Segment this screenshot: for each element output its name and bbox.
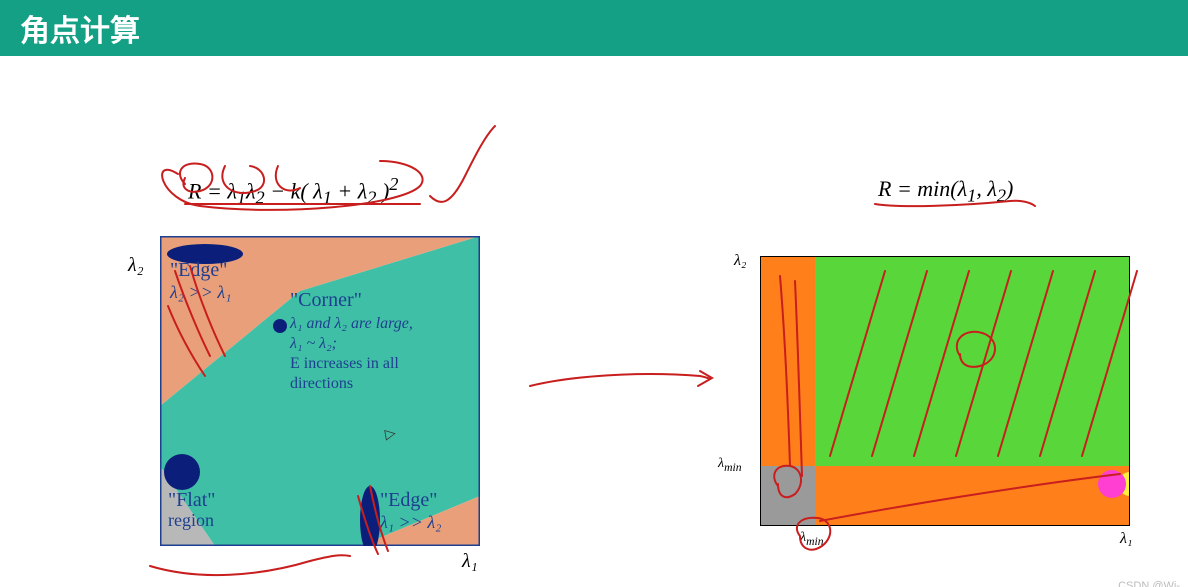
watermark: CSDN @Wi- — [1118, 580, 1180, 587]
left-axis-x: λ₁ — [462, 550, 478, 573]
svg-text:λ₂ >> λ₁: λ₂ >> λ₁ — [169, 282, 231, 302]
left-plot: "Edge"λ₂ >> λ₁"Corner"λ₁ and λ₂ are larg… — [160, 236, 480, 546]
right-formula: R = min(λ1, λ2) — [878, 176, 1013, 206]
right-axis-y: λ₂ — [734, 252, 747, 270]
slide-title: 角点计算 — [20, 15, 140, 48]
slide-header: 角点计算 — [0, 0, 1188, 56]
svg-text:"Edge": "Edge" — [170, 259, 227, 281]
right-axis-x: λ₁ — [1120, 530, 1133, 548]
svg-text:directions: directions — [290, 375, 353, 392]
right-axis-min-y: λmin — [718, 456, 742, 474]
svg-text:"Flat": "Flat" — [168, 489, 215, 511]
svg-text:λ₁ ~ λ₂;: λ₁ ~ λ₂; — [289, 335, 337, 352]
left-formula: R = λ1λ2 − k( λ1 + λ2 )2 — [188, 174, 398, 209]
svg-text:λ₁ >> λ₂: λ₁ >> λ₂ — [379, 512, 441, 532]
svg-text:"Corner": "Corner" — [290, 289, 362, 311]
right-plot — [760, 256, 1130, 526]
svg-text:"Edge": "Edge" — [380, 489, 437, 511]
left-axis-y: λ₂ — [128, 254, 144, 277]
svg-text:λ₁ and λ₂ are large,: λ₁ and λ₂ are large, — [289, 315, 413, 332]
svg-text:region: region — [168, 510, 214, 530]
svg-text:E increases in all: E increases in all — [290, 355, 399, 372]
right-axis-min-x: λmin — [800, 530, 824, 548]
slide-stage: R = λ1λ2 − k( λ1 + λ2 )2 λ₂ λ₁ "Edge"λ₂ … — [0, 56, 1188, 587]
